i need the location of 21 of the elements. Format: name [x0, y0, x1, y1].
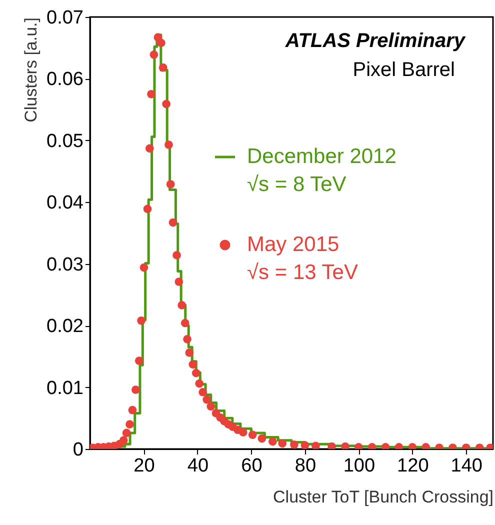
x-tick-label: 40	[187, 456, 209, 476]
legend-label: May 2015 √s = 13 TeV	[247, 233, 358, 284]
legend-label: December 2012 √s = 8 TeV	[247, 145, 396, 196]
y-tick-label: 0.07	[46, 8, 84, 28]
x-tick-label: 100	[343, 456, 376, 476]
y-tick-label: 0	[72, 440, 84, 460]
x-tick-label: 20	[134, 456, 155, 476]
annotation: Pixel Barrel	[352, 59, 455, 81]
x-axis-title: Cluster ToT [Bunch Crossing]	[273, 488, 494, 506]
y-tick-label: 0.05	[46, 130, 84, 152]
y-tick-label: 0.02	[46, 316, 84, 338]
x-tick-label: 120	[397, 456, 429, 476]
y-axis-title: Clusters [a.u.]	[22, 18, 41, 122]
y-tick-label: 0.03	[46, 254, 84, 276]
x-tick-label: 60	[241, 456, 262, 476]
x-tick-label: 140	[450, 456, 482, 476]
y-tick-label: 0.04	[46, 192, 84, 214]
y-tick-label: 0.06	[46, 69, 84, 90]
y-tick-label: 0.01	[46, 378, 84, 399]
annotation: ATLAS Preliminary	[284, 30, 466, 52]
x-tick-label: 80	[294, 456, 316, 476]
